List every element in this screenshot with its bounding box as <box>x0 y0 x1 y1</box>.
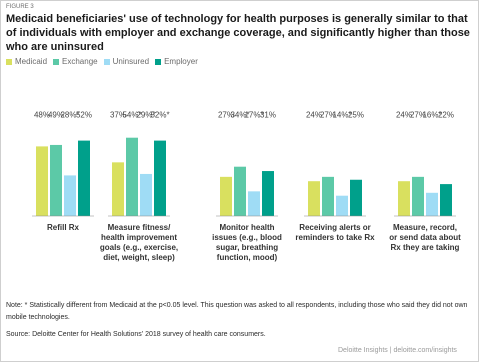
legend-swatch-employer <box>155 58 162 65</box>
data-label: 22% <box>438 111 454 120</box>
brand-credit: Deloitte Insights | deloitte.com/insight… <box>338 347 457 354</box>
data-label: 28%* <box>60 111 79 120</box>
legend-item-uninsured: Uninsured <box>103 57 149 66</box>
data-label: 14%* <box>332 111 351 120</box>
figure-label: FIGURE 3 <box>6 4 34 10</box>
legend-item-employer: Employer <box>155 57 198 66</box>
category-label: Monitor health <box>219 223 274 232</box>
category-label: Rx they are taking <box>391 243 460 252</box>
bar-exchange-2 <box>234 166 246 216</box>
data-label: 27% <box>218 111 234 120</box>
category-label: issues (e.g., blood <box>212 233 282 242</box>
data-label: 52% <box>76 111 92 120</box>
category-label: Measure, record, <box>393 223 457 232</box>
bar-exchange-1 <box>126 137 138 216</box>
bar-medicaid-0 <box>36 146 48 216</box>
category-label: or send data about <box>389 233 461 242</box>
bar-uninsured-4 <box>426 192 438 216</box>
chart-title: Medicaid beneficiaries' use of technolog… <box>6 13 470 53</box>
category-label: Measure fitness/ <box>108 223 171 232</box>
data-label: 29%* <box>136 111 155 120</box>
legend-item-medicaid: Medicaid <box>6 57 47 66</box>
bar-uninsured-3 <box>336 195 348 216</box>
legend-swatch-uninsured <box>103 58 110 65</box>
legend-swatch-medicaid <box>6 58 12 65</box>
bar-uninsured-1 <box>140 173 152 216</box>
data-label: 16%* <box>422 111 441 120</box>
category-label: goals (e.g., exercise, <box>100 243 178 252</box>
data-label: 54%* <box>122 111 141 120</box>
category-label: reminders to take Rx <box>295 233 375 242</box>
data-label: 27% <box>320 111 336 120</box>
data-label: 37% <box>110 111 126 120</box>
legend-item-exchange: Exchange <box>53 57 98 66</box>
bar-medicaid-2 <box>220 176 232 216</box>
category-label: health improvement <box>101 233 177 242</box>
bar-uninsured-0 <box>64 175 76 216</box>
bar-medicaid-4 <box>398 181 410 216</box>
bar-exchange-0 <box>50 144 62 216</box>
bar-employer-2 <box>262 171 274 216</box>
category-label: Receiving alerts or <box>299 223 371 232</box>
legend-swatch-exchange <box>53 58 60 65</box>
data-label: 24% <box>306 111 322 120</box>
category-label: Refill Rx <box>47 223 80 232</box>
data-label: 24% <box>396 111 412 120</box>
bar-employer-3 <box>350 179 362 216</box>
bar-uninsured-2 <box>248 191 260 216</box>
bar-medicaid-1 <box>112 162 124 216</box>
data-label: 49% <box>48 111 64 120</box>
data-label: 34%* <box>230 111 249 120</box>
legend: Medicaid Exchange Uninsured Employer <box>6 57 204 66</box>
data-label: 17%* <box>244 111 263 120</box>
data-label: 31% <box>260 111 276 120</box>
data-label: 52%* <box>150 111 169 120</box>
bar-employer-4 <box>440 184 452 216</box>
footnote: Note: * Statistically different from Med… <box>6 302 468 321</box>
category-label: diet, weight, sleep) <box>103 253 175 262</box>
category-label: function, mood) <box>217 253 278 262</box>
bar-employer-0 <box>78 140 90 216</box>
data-label: 25% <box>348 111 364 120</box>
data-label: 48% <box>34 111 50 120</box>
bar-exchange-4 <box>412 176 424 216</box>
source-note: Source: Deloitte Center for Health Solut… <box>6 331 266 338</box>
category-label: sugar, breathing <box>216 243 278 252</box>
bar-medicaid-3 <box>308 181 320 216</box>
bar-employer-1 <box>154 140 166 216</box>
data-label: 27% <box>410 111 426 120</box>
bar-exchange-3 <box>322 176 334 216</box>
